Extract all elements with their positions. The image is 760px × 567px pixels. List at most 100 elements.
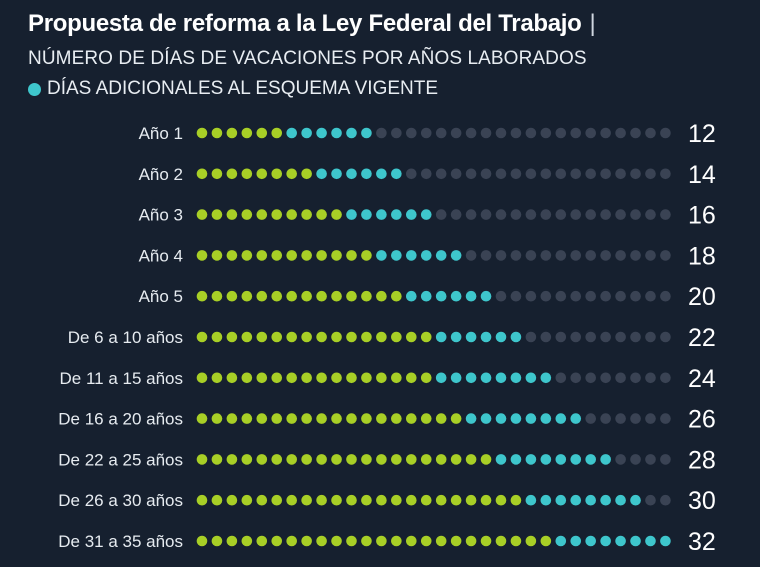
dot-current (420, 372, 432, 384)
dot-current (540, 535, 552, 547)
dot-current (301, 372, 312, 384)
dot-current (301, 331, 312, 343)
dot-empty (525, 250, 537, 261)
dot-empty (525, 168, 537, 180)
dot-additional (406, 250, 417, 261)
dot-current (241, 127, 253, 139)
dot-current (286, 290, 298, 302)
dot-empty (555, 127, 567, 139)
dot-additional (600, 494, 611, 506)
dot-empty (510, 290, 522, 302)
dot-current (346, 331, 357, 343)
dot-additional (555, 494, 567, 506)
chart-row: De 26 a 30 años 30 (58, 487, 716, 515)
dot-empty (645, 331, 656, 343)
dot-current (241, 209, 253, 220)
dot-current (346, 372, 357, 384)
dot-empty (645, 454, 656, 465)
dot-current (271, 372, 283, 384)
dot-current (465, 454, 477, 465)
dot-additional (480, 331, 492, 343)
chart-row: Año 1 12 (139, 120, 716, 148)
dot-current (196, 290, 208, 302)
dot-current (406, 413, 417, 424)
total-days-label: 18 (688, 242, 716, 270)
dot-empty (465, 209, 477, 220)
dot-additional (480, 290, 492, 302)
dot-current (271, 209, 283, 220)
total-days-label: 20 (688, 283, 716, 311)
category-label: De 16 a 20 años (58, 410, 183, 429)
dot-additional (420, 209, 432, 220)
dot-current (211, 494, 223, 506)
dot-empty (645, 250, 656, 261)
category-label: Año 5 (139, 287, 183, 306)
dot-additional (510, 331, 522, 343)
dot-additional (540, 494, 552, 506)
dot-additional (570, 494, 582, 506)
dot-current (271, 168, 283, 180)
dot-additional (331, 127, 342, 139)
dot-current (331, 454, 342, 465)
dot-additional (331, 168, 342, 180)
dot-current (256, 290, 268, 302)
dot-current (316, 454, 327, 465)
dot-current (316, 535, 327, 547)
dot-empty (495, 209, 507, 220)
dot-current (286, 413, 298, 424)
dot-additional (585, 535, 596, 547)
dot-current (211, 127, 223, 139)
legend: DÍAS ADICIONALES AL ESQUEMA VIGENTE (28, 78, 438, 100)
total-days-label: 24 (688, 365, 716, 393)
dot-additional (615, 494, 626, 506)
dot-current (196, 331, 208, 343)
dot-additional (540, 454, 552, 465)
dot-empty (645, 209, 656, 220)
chart-row: Año 5 20 (139, 283, 716, 311)
dot-additional (645, 535, 656, 547)
dot-current (301, 290, 312, 302)
chart-row: De 11 a 15 años 24 (60, 365, 716, 393)
dot-additional (615, 535, 626, 547)
dot-additional (361, 168, 372, 180)
dot-additional (420, 250, 432, 261)
dot-current (376, 413, 387, 424)
dot-empty (480, 168, 492, 180)
dot-additional (376, 168, 387, 180)
total-days-label: 16 (688, 202, 716, 230)
dot-empty (555, 290, 567, 302)
dot-empty (540, 127, 552, 139)
dot-current (241, 250, 253, 261)
dot-current (256, 250, 268, 261)
dot-current (271, 494, 283, 506)
dot-additional (361, 209, 372, 220)
dot-empty (585, 209, 596, 220)
dot-additional (361, 127, 372, 139)
dot-additional (555, 535, 567, 547)
dot-current (286, 535, 298, 547)
total-days-label: 26 (688, 406, 716, 434)
dot-current (301, 250, 312, 261)
dot-current (301, 413, 312, 424)
dot-current (211, 372, 223, 384)
dot-empty (450, 209, 462, 220)
dot-additional (585, 454, 596, 465)
dot-current (361, 372, 372, 384)
dot-empty (660, 127, 671, 139)
dot-additional (555, 413, 567, 424)
category-label: Año 2 (139, 165, 183, 184)
dot-current (226, 209, 238, 220)
dot-additional (450, 250, 462, 261)
category-label: De 11 a 15 años (60, 369, 184, 388)
dot-empty (525, 290, 537, 302)
dot-current (420, 454, 432, 465)
dot-empty (645, 290, 656, 302)
dot-empty (450, 168, 462, 180)
dot-current (316, 413, 327, 424)
dot-empty (645, 372, 656, 384)
dot-current (211, 168, 223, 180)
dot-current (316, 372, 327, 384)
dot-current (346, 250, 357, 261)
dot-empty (630, 209, 641, 220)
dot-additional (406, 290, 417, 302)
